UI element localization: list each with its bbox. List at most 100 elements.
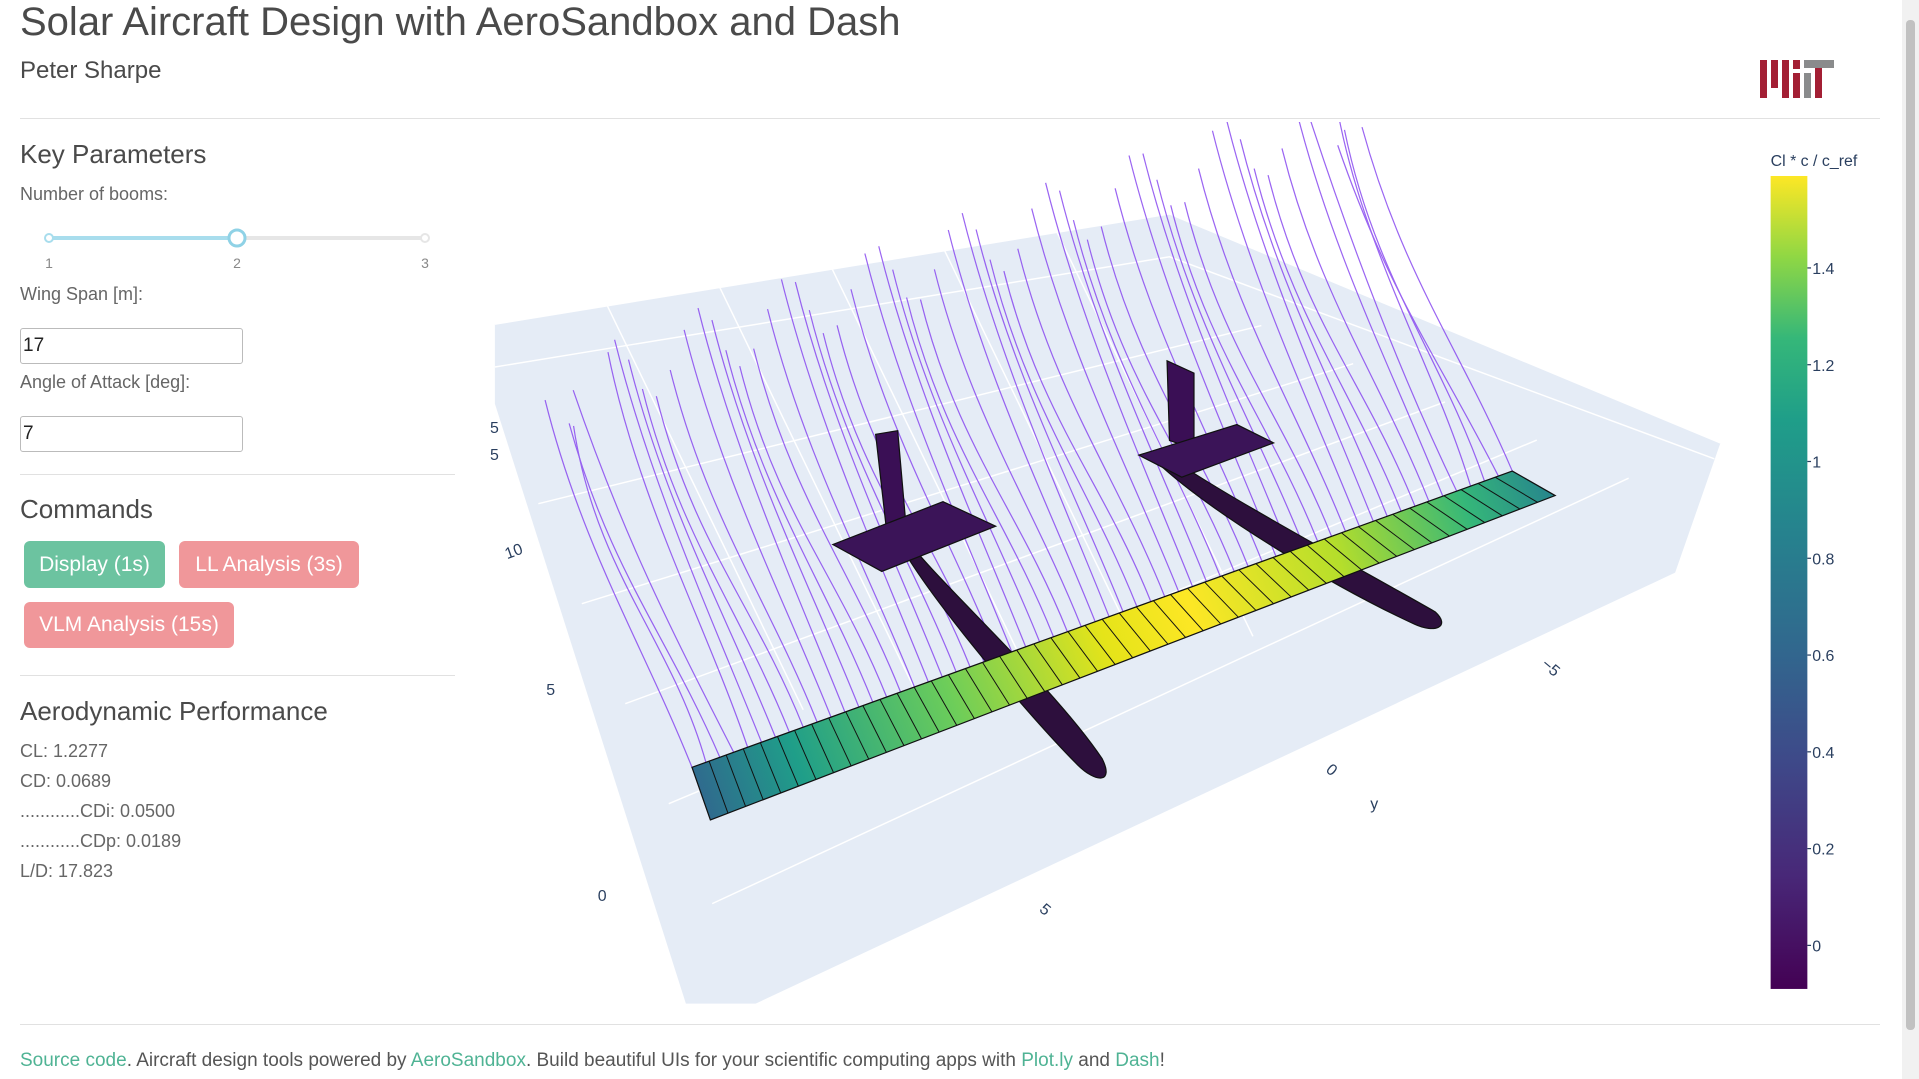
- streamline: [1003, 270, 1152, 602]
- slider-tick: 3: [421, 255, 429, 271]
- wing-panel-line: [947, 674, 975, 719]
- streamline: [544, 399, 693, 768]
- perf-line: ............CDp: 0.0189: [20, 831, 182, 851]
- streamline: [766, 308, 916, 688]
- colorbar-ticks: 0 0.2 0.4 0.6 0.8 1 1.2 1.4: [1807, 261, 1835, 956]
- booms-slider[interactable]: 1 2 3: [30, 220, 450, 276]
- streamline: [753, 348, 902, 693]
- wing-panel-line: [1084, 625, 1116, 665]
- author: Peter Sharpe: [20, 57, 162, 84]
- axis-tick-label: 5: [490, 420, 499, 437]
- horizontal-tail: [1137, 423, 1276, 478]
- streamline: [1253, 168, 1402, 512]
- wing-panel-line: [1118, 612, 1151, 652]
- wing-panel-line: [1255, 563, 1292, 598]
- divider: [20, 675, 455, 676]
- scene-grid: [494, 213, 1721, 905]
- axis-tick-label: y: [1370, 796, 1378, 813]
- streamline: [947, 229, 1096, 622]
- streamline: [1211, 130, 1360, 527]
- grid-line: [719, 287, 917, 692]
- streamline: [1298, 122, 1444, 497]
- field-label: Wing Span [m]:: [20, 284, 144, 304]
- footer-text: . Build beautiful UIs for your scientifi…: [525, 1050, 1022, 1071]
- streamline: [933, 269, 1082, 627]
- axis-tick-label: 10: [503, 541, 526, 563]
- wing-panel-line: [1426, 501, 1468, 530]
- streamline: [1170, 205, 1319, 542]
- wing-panel-line: [1187, 588, 1222, 625]
- grid-line: [494, 256, 1715, 460]
- colorbar-tick-label: 0.6: [1812, 648, 1834, 665]
- slider-handle[interactable]: [227, 228, 247, 248]
- streamline: [1226, 122, 1374, 522]
- colorbar-tick-label: 1.4: [1812, 261, 1834, 278]
- wing-panel-line: [965, 668, 993, 713]
- perf-line: CD: 0.0689: [20, 771, 112, 791]
- wing-panel-line: [759, 742, 782, 794]
- wing-panel-line: [1375, 520, 1415, 551]
- slider-tick: 2: [233, 255, 241, 271]
- streamline: [1239, 139, 1388, 517]
- streamline: [961, 212, 1110, 617]
- wing-panel-line: [1050, 637, 1081, 679]
- perf-line: ............CDi: 0.0500: [20, 801, 176, 821]
- colorbar: [1770, 175, 1808, 989]
- grid-line: [831, 268, 1029, 674]
- aoa-input[interactable]: [20, 416, 243, 452]
- page-title: Solar Aircraft Design with AeroSandbox a…: [20, 0, 901, 44]
- grid-line: [711, 477, 1629, 905]
- colorbar-tick-label: 0.4: [1812, 745, 1834, 762]
- wing-panel-line: [1409, 507, 1450, 537]
- ll-analysis-button[interactable]: LL Analysis (3s): [179, 541, 359, 588]
- colorbar-title: Cl * c / c_ref: [1771, 153, 1858, 170]
- streamlines: [544, 122, 1513, 768]
- wing-panel-line: [1272, 557, 1310, 591]
- streamline: [1197, 168, 1347, 532]
- colorbar-tick-label: 1: [1812, 455, 1821, 472]
- streamline: [572, 425, 707, 763]
- colorbar-tick-label: 1.2: [1812, 358, 1834, 375]
- streamline: [989, 259, 1138, 607]
- streamline: [878, 246, 1027, 648]
- wing-panel-line: [811, 723, 835, 773]
- vlm-analysis-button[interactable]: VLM Analysis (15s): [24, 602, 234, 648]
- footer-link[interactable]: Dash: [1115, 1050, 1160, 1071]
- streamline: [919, 299, 1068, 632]
- streamline: [627, 359, 777, 738]
- footer-link[interactable]: Source code: [20, 1050, 127, 1071]
- wing-panel-line: [1067, 631, 1098, 672]
- scrollbar: [1902, 0, 1919, 1079]
- field-label: Angle of Attack [deg]:: [20, 372, 191, 392]
- wing-panel-line: [1494, 476, 1538, 503]
- footer-text: and: [1073, 1050, 1116, 1071]
- streamline: [1310, 122, 1458, 492]
- wing-panel-line: [982, 662, 1010, 706]
- mit-logo: [1760, 60, 1834, 98]
- streamline: [1142, 153, 1291, 552]
- streamline: [1031, 208, 1180, 592]
- streamline: [683, 329, 832, 718]
- grid-line: [625, 401, 1446, 705]
- wing-panel-line: [1460, 489, 1503, 517]
- wing-span-input[interactable]: [20, 328, 243, 364]
- footer-text: . Aircraft design tools powered by: [126, 1050, 411, 1071]
- streamline: [1128, 155, 1277, 557]
- streamline: [697, 307, 846, 713]
- perf-line: CL: 1.2277: [20, 741, 109, 761]
- streamline: [1017, 248, 1166, 597]
- streamline: [905, 297, 1055, 638]
- footer-link[interactable]: AeroSandbox: [410, 1050, 526, 1071]
- wing-panel-line: [930, 680, 958, 726]
- streamline: [1072, 219, 1221, 577]
- streamline: [739, 365, 888, 698]
- streamline: [1343, 129, 1486, 482]
- wing-panel-line: [1306, 544, 1345, 578]
- wing-panel-line: [1238, 569, 1274, 605]
- grid-line: [606, 305, 804, 711]
- wing-panel-line: [913, 686, 940, 733]
- display-button[interactable]: Display (1s): [24, 541, 165, 588]
- streamline: [780, 279, 929, 683]
- footer-link[interactable]: Plot.ly: [1021, 1050, 1073, 1071]
